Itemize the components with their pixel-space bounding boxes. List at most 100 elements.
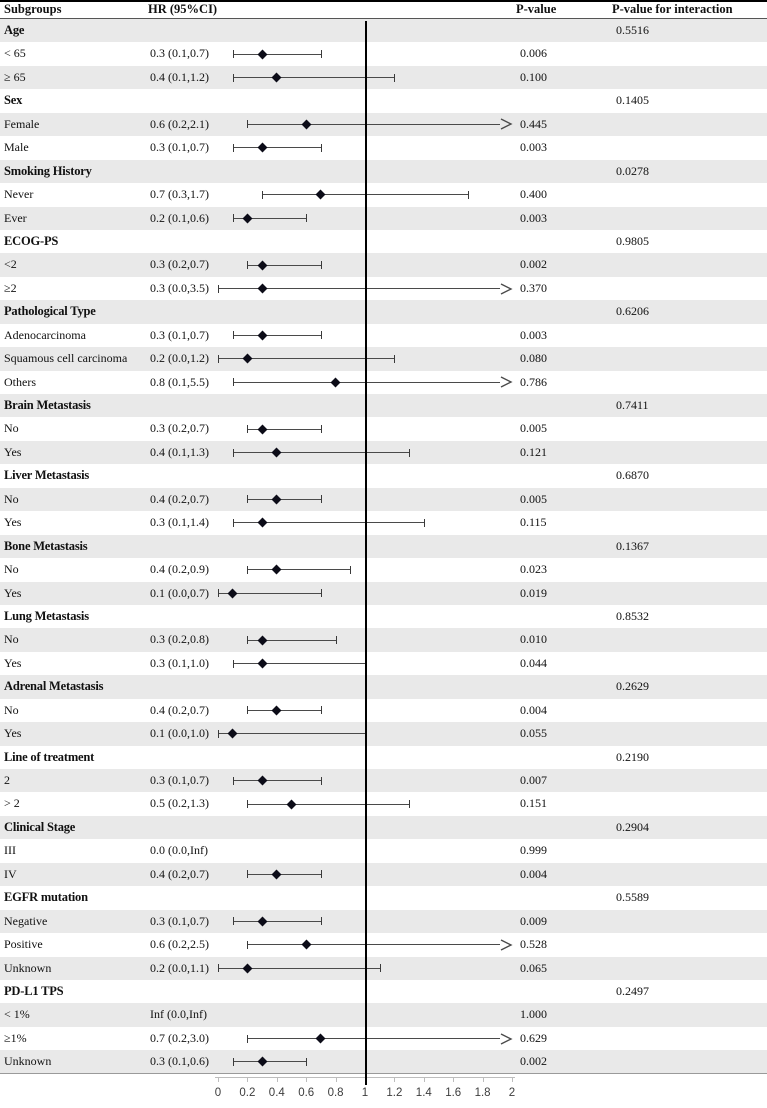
arrowhead-icon (500, 376, 513, 388)
x-axis-tick (423, 1078, 425, 1082)
subgroup-label: No (4, 562, 19, 577)
ci-line (247, 944, 500, 946)
subgroup-label: Yes (4, 444, 22, 459)
hr-ci-value: 0.3 (0.1,0.7) (150, 46, 209, 61)
x-axis-tick (453, 1078, 455, 1082)
subgroup-label: Ever (4, 210, 27, 225)
pvalue-interaction: 0.2904 (616, 819, 649, 834)
table-row: ECOG-PS 0.9805 (0, 229, 767, 254)
hr-ci-value: 0.3 (0.1,0.7) (150, 773, 209, 787)
pvalue: 0.002 (520, 1054, 547, 1069)
hr-ci-value: 0.3 (0.2,0.8) (150, 632, 209, 647)
ci-cap-lower (247, 495, 249, 504)
pvalue: 0.115 (520, 515, 547, 530)
table-row: > 2 0.5 (0.2,1.3) 0.151 (0, 792, 767, 816)
subgroup-label: Sex (4, 93, 23, 108)
hr-ci-value: 0.4 (0.2,0.7) (150, 866, 209, 881)
pvalue: 0.786 (520, 374, 547, 389)
ci-cap-upper (467, 190, 469, 199)
hr-ci-value: 0.3 (0.1,0.7) (150, 327, 209, 342)
subgroup-label: ECOG-PS (4, 233, 59, 248)
subgroup-label: Yes (4, 585, 22, 600)
pvalue: 0.003 (520, 327, 547, 342)
pvalue-interaction: 0.6870 (616, 468, 649, 483)
ci-line (232, 77, 395, 79)
x-axis-tick-label: 0 (214, 1087, 222, 1099)
subgroup-label: Never (4, 187, 34, 202)
ci-cap-upper (350, 565, 352, 574)
x-axis-tick-label: 1 (361, 1087, 369, 1099)
point-estimate-diamond (271, 869, 282, 880)
pvalue: 0.019 (520, 585, 547, 600)
subgroup-label: <2 (4, 257, 17, 272)
ci-line (218, 358, 395, 360)
subgroup-label: Line of treatment (4, 749, 95, 764)
point-estimate-diamond (330, 377, 341, 388)
ci-cap-lower (247, 1034, 249, 1043)
column-header-row: Subgroups HR (95%CI) P-value P-value for… (0, 2, 767, 19)
x-axis-tick (276, 1078, 278, 1082)
subgroup-label: > 2 (4, 796, 20, 811)
hr-ci-value: Inf (0.0,Inf) (150, 1007, 207, 1022)
table-row: Line of treatment 0.2190 (0, 745, 767, 769)
hr-ci-value: 0.4 (0.2,0.7) (150, 491, 209, 506)
x-axis-tick-label: 1.2 (386, 1087, 403, 1099)
hr-ci-value: 0.2 (0.0,1.1) (150, 960, 209, 975)
pvalue: 0.023 (520, 562, 547, 577)
pvalue: 0.100 (520, 69, 547, 84)
x-axis-tick-label: 0.4 (268, 1087, 285, 1099)
hr-ci-value: 0.1 (0.0,1.0) (150, 726, 209, 741)
ci-cap-lower (232, 214, 234, 223)
ci-cap-lower (232, 73, 234, 82)
ci-cap-lower (232, 50, 234, 59)
table-row: Clinical Stage 0.2904 (0, 815, 767, 840)
subgroup-label: No (4, 491, 19, 506)
ci-cap-upper (409, 448, 411, 457)
table-row: Yes 0.1 (0.0,0.7) 0.019 (0, 581, 767, 605)
point-estimate-diamond (257, 1057, 268, 1067)
subgroup-label: Positive (4, 937, 43, 952)
table-row: Adenocarcinoma 0.3 (0.1,0.7) 0.003 (0, 323, 767, 348)
arrowhead-icon (500, 1032, 513, 1045)
hr-ci-value: 0.3 (0.1,0.6) (150, 1054, 209, 1069)
table-row: Squamous cell carcinoma 0.2 (0.0,1.2) 0.… (0, 347, 767, 371)
table-row: < 65 0.3 (0.1,0.7) 0.006 (0, 42, 767, 66)
point-estimate-diamond (315, 189, 326, 200)
subgroup-label: Unknown (4, 1054, 52, 1069)
ci-cap-upper (320, 425, 322, 434)
ci-line (232, 920, 321, 922)
ci-line (247, 873, 321, 875)
x-axis-tick-label: 0.2 (239, 1087, 256, 1099)
hr-ci-value: 0.3 (0.1,1.4) (150, 515, 209, 530)
subgroup-label: No (4, 421, 19, 436)
point-estimate-diamond (257, 142, 268, 153)
pvalue: 0.004 (520, 702, 547, 717)
hr-ci-value: 0.3 (0.1,0.7) (150, 140, 209, 155)
ci-cap-lower (232, 143, 234, 152)
ci-cap-upper (320, 589, 322, 598)
point-estimate-diamond (257, 49, 268, 60)
ci-cap-lower (247, 870, 249, 879)
subgroup-label: Liver Metastasis (4, 468, 90, 483)
ci-cap-lower (232, 917, 234, 926)
hr-ci-value: 0.3 (0.1,1.0) (150, 655, 209, 670)
column-header-subgroups: Subgroups (4, 2, 62, 16)
ci-cap-lower (247, 706, 249, 715)
ci-cap-upper (320, 870, 322, 879)
x-axis-tick-label: 0.8 (327, 1087, 344, 1099)
ci-cap-upper (423, 518, 425, 527)
pvalue: 0.065 (520, 960, 547, 975)
subgroup-label: ≥2 (4, 280, 17, 295)
point-estimate-diamond (242, 353, 253, 364)
point-estimate-diamond (271, 564, 282, 575)
point-estimate-diamond (227, 588, 238, 599)
ci-cap-upper (320, 495, 322, 504)
hr-ci-value: 0.3 (0.0,3.5) (150, 280, 209, 295)
table-row: Yes 0.3 (0.1,1.4) 0.115 (0, 511, 767, 535)
table-row: No 0.4 (0.2,0.7) 0.004 (0, 698, 767, 723)
x-axis-tick-label: 1.8 (474, 1087, 491, 1099)
ci-cap-upper (335, 636, 337, 645)
pvalue: 0.121 (520, 444, 547, 459)
pvalue-interaction: 0.8532 (616, 608, 649, 623)
ci-cap-upper (320, 261, 322, 270)
